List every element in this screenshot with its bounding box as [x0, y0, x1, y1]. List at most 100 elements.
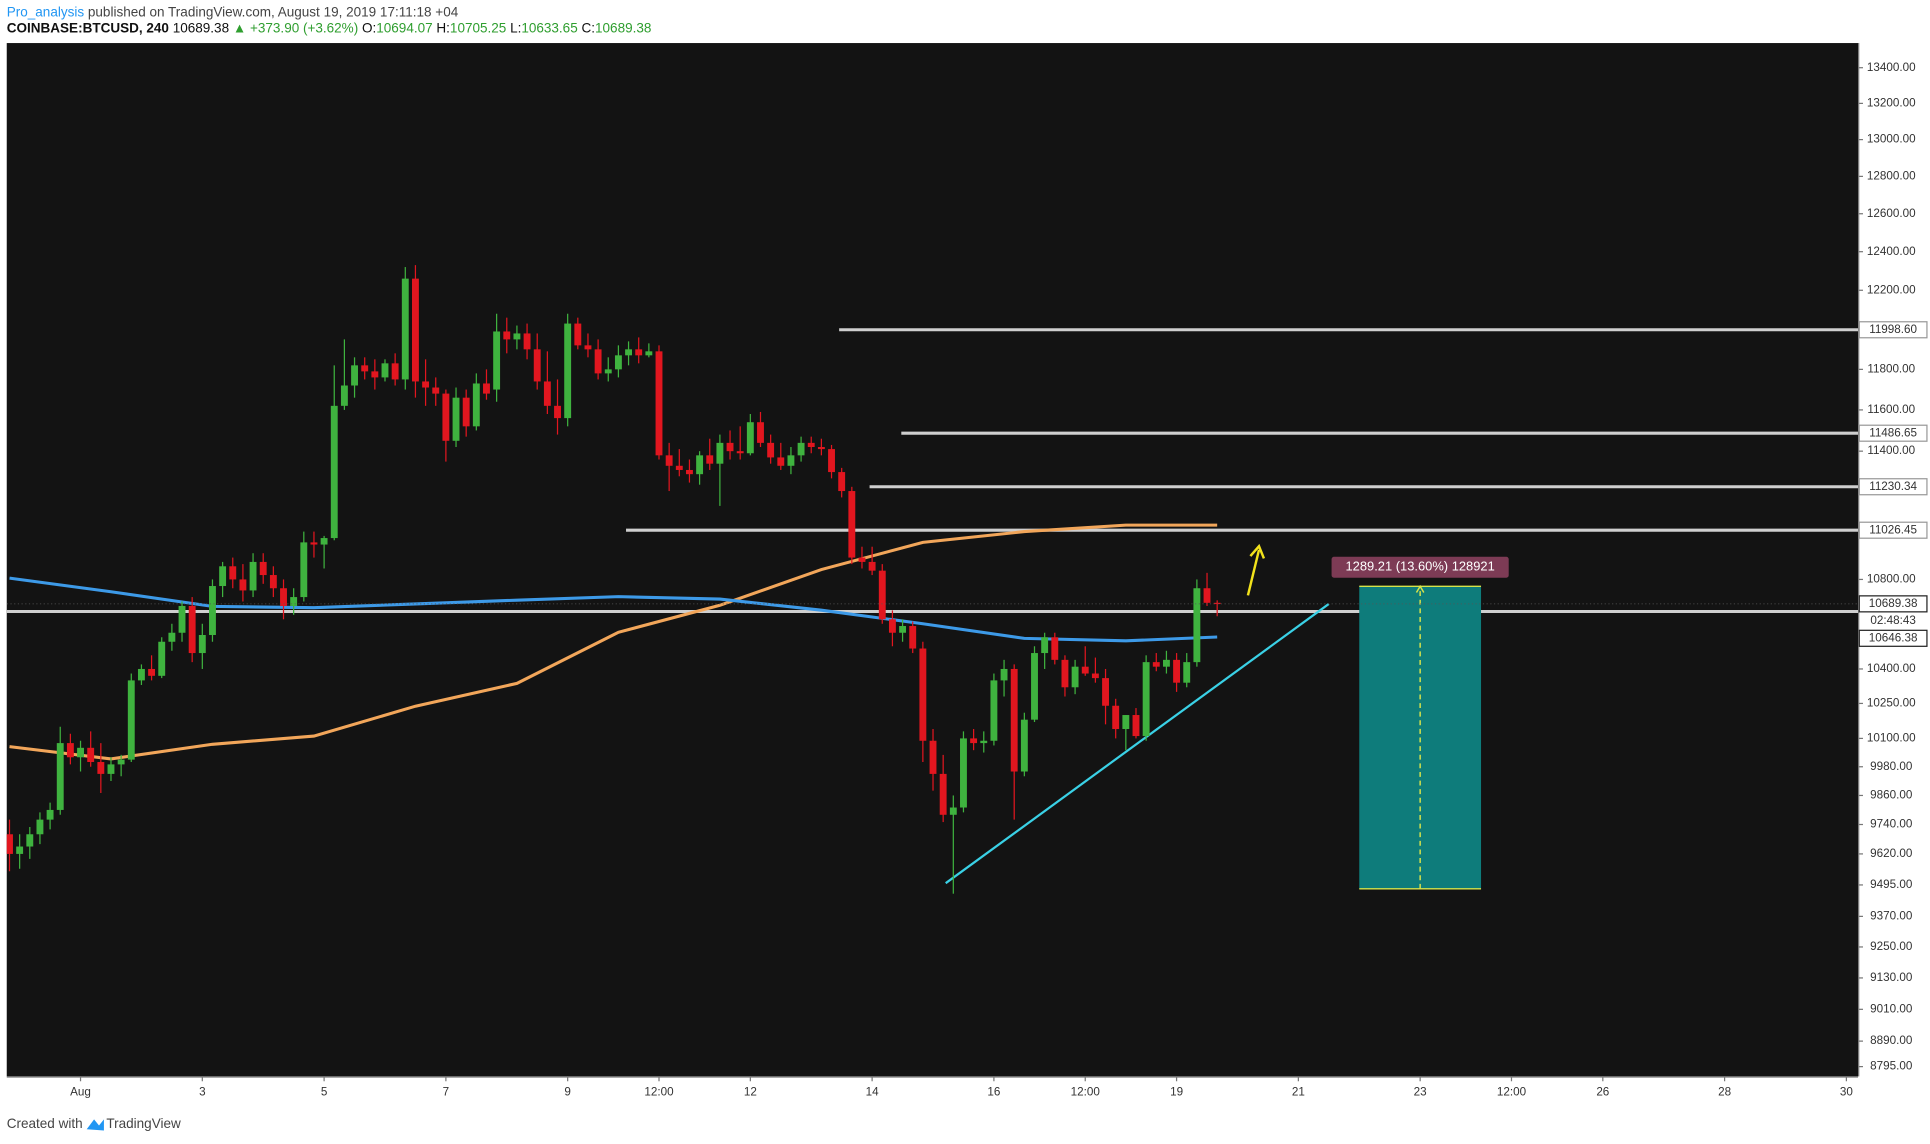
candle-body [828, 449, 835, 473]
symbol-line: COINBASE:BTCUSD, 240 10689.38 ▲ +373.90 … [7, 20, 652, 35]
candle-body [77, 747, 84, 758]
candle-body [686, 469, 693, 475]
candle-body [1041, 637, 1049, 654]
y-tick-label: 9250.00 [1870, 940, 1913, 953]
hand-arrow [1246, 549, 1261, 596]
candle-body [259, 561, 267, 576]
footer-created: Created with [7, 1116, 83, 1131]
candle-body [300, 542, 308, 598]
candle-body [513, 333, 521, 340]
y-tick-label: 11600.00 [1867, 403, 1915, 416]
x-tick-label: 23 [1414, 1085, 1427, 1098]
x-tick-label: 12:00 [1071, 1085, 1101, 1098]
y-tick-label: 12400.00 [1867, 245, 1916, 258]
candle-body [848, 491, 856, 558]
y-tick-label: 13000.00 [1867, 133, 1916, 146]
candle-body [97, 762, 105, 774]
candle-body [168, 632, 176, 642]
y-tick-label: 12600.00 [1867, 207, 1916, 220]
ohlc-label: L: [510, 20, 521, 35]
candle-body [442, 393, 450, 441]
range-label: 1289.21 (13.60%) 128921 [1346, 559, 1495, 574]
candle-body [706, 455, 714, 464]
candle-body [1162, 659, 1170, 667]
candle-body [320, 538, 328, 545]
candle-body [1071, 666, 1079, 688]
x-tick-label: 19 [1170, 1085, 1183, 1098]
x-tick-label: 30 [1840, 1085, 1853, 1098]
y-tick-label: 10100.00 [1867, 731, 1916, 744]
candle-body [1000, 668, 1008, 681]
y-tick-label: 9370.00 [1870, 909, 1913, 922]
candle-body [188, 605, 196, 654]
candle-body [554, 405, 561, 419]
y-tick-label: 10400.00 [1867, 662, 1916, 675]
candle-body [56, 743, 64, 810]
overlay [1246, 543, 1266, 596]
level-label-box [1858, 521, 1928, 539]
candle-body [797, 442, 805, 456]
candle-body [888, 619, 896, 633]
candle-body [87, 747, 95, 763]
candle-body [310, 542, 318, 545]
candle-body [838, 472, 846, 492]
candle-body [1132, 715, 1140, 737]
candle-body [1020, 719, 1028, 772]
ohlc-label: C: [581, 20, 595, 35]
x-tick-label: 12 [744, 1085, 757, 1098]
candle-body [1010, 668, 1018, 772]
candle-body [1112, 705, 1120, 730]
candle-body [351, 365, 358, 386]
change: ▲ +373.90 (+3.62%) [233, 20, 358, 35]
ohlc-value: 10689.38 [595, 20, 651, 35]
candle-body [452, 397, 460, 441]
candle-body [939, 773, 947, 815]
candle-body [574, 323, 582, 346]
candle-body [411, 278, 419, 382]
trendline [945, 603, 1330, 885]
x-tick-label: 21 [1292, 1085, 1305, 1098]
candle-body [899, 626, 907, 633]
ma-label-box [1858, 629, 1928, 647]
y-tick-label: 9495.00 [1870, 878, 1913, 891]
ohlc-value: 10694.07 [376, 20, 432, 35]
candle-body [726, 442, 734, 452]
candle-body [1183, 662, 1191, 683]
moving-average [9, 523, 1218, 761]
y-tick-label: 11800.00 [1867, 362, 1915, 375]
author[interactable]: Pro_analysis [7, 4, 85, 19]
candle-body [564, 323, 572, 419]
candle-body [543, 381, 551, 406]
y-tick-label: 9130.00 [1870, 971, 1913, 984]
x-tick-label: 5 [321, 1085, 328, 1098]
ma-label: 10646.38 [1869, 631, 1918, 644]
candle-body [46, 809, 54, 820]
x-tick-label: 3 [199, 1085, 206, 1098]
footer-brand[interactable]: TradingView [106, 1116, 181, 1131]
candle-body [757, 422, 764, 443]
level-label: 11026.45 [1869, 523, 1917, 536]
candle-body [158, 641, 166, 676]
candle-body [787, 455, 795, 466]
y-tick-label: 9860.00 [1870, 789, 1913, 802]
candle-body [1193, 588, 1201, 663]
candle-body [36, 819, 44, 835]
candle-body [1203, 588, 1211, 603]
y-tick-label: 10250.00 [1867, 697, 1916, 710]
x-tick-label: 16 [987, 1085, 1000, 1098]
level-label-box [1858, 478, 1928, 496]
ohlc-value: 10705.25 [450, 20, 506, 35]
candle-body [1031, 653, 1038, 720]
candle-body [625, 349, 633, 356]
candle-body [868, 561, 876, 571]
ohlc-label: H: [436, 20, 450, 35]
x-tick-label: 12:00 [644, 1085, 674, 1098]
x-tick-label: 7 [443, 1085, 450, 1098]
y-tick-label: 10800.00 [1867, 573, 1916, 586]
candle-body [909, 626, 917, 649]
y-tick-label: 9740.00 [1870, 818, 1913, 831]
candle-body [391, 363, 399, 380]
candle-body [381, 363, 389, 378]
level-label: 11998.60 [1869, 323, 1917, 336]
